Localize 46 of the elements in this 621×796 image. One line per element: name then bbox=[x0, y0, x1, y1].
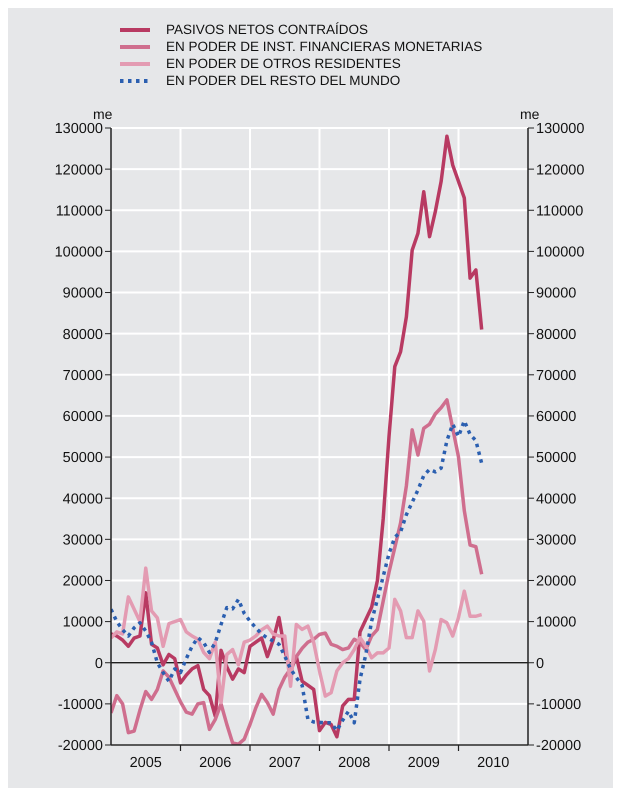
y-tick-label: 70000 bbox=[62, 368, 103, 384]
y-axis-title: me bbox=[93, 106, 112, 122]
y-tick-label: -20000 bbox=[58, 738, 103, 754]
legend-label: EN PODER DE OTROS RESIDENTES bbox=[166, 56, 401, 71]
x-tick-label: 2008 bbox=[338, 755, 370, 771]
y2-tick-label: 110000 bbox=[536, 203, 584, 220]
y-tick-label: 30000 bbox=[62, 532, 103, 548]
line-series bbox=[111, 134, 484, 739]
y2-tick-label: 100000 bbox=[536, 244, 584, 261]
x-tick-label: 2007 bbox=[268, 755, 301, 771]
legend-label: EN PODER DEL RESTO DEL MUNDO bbox=[166, 73, 400, 88]
y2-tick-label: 50000 bbox=[536, 450, 576, 466]
y2-tick-label: 70000 bbox=[536, 368, 576, 384]
y2-tick-label: 90000 bbox=[536, 286, 576, 302]
y2-tick-label: 130000 bbox=[536, 121, 584, 138]
y2-tick-label: -20000 bbox=[536, 738, 582, 754]
y-tick-label: 130000 bbox=[54, 121, 103, 138]
y-tick-label: 20000 bbox=[62, 574, 103, 590]
y-tick-label: 0 bbox=[94, 656, 103, 672]
legend-label: PASIVOS NETOS CONTRAÍDOS bbox=[166, 22, 368, 37]
y2-tick-label: 80000 bbox=[536, 326, 576, 343]
y-tick-label: 40000 bbox=[62, 491, 103, 508]
x-tick-label: 2006 bbox=[199, 755, 232, 771]
y2-tick-label: 10000 bbox=[536, 614, 576, 631]
y-tick-label: 120000 bbox=[54, 162, 103, 178]
line-series bbox=[111, 566, 484, 704]
y2-tick-label: 30000 bbox=[536, 532, 576, 548]
x-tick-label: 2009 bbox=[408, 755, 440, 771]
y2-tick-label: 0 bbox=[536, 656, 544, 672]
y-tick-label: 90000 bbox=[62, 286, 103, 302]
y-tick-label: 60000 bbox=[62, 409, 103, 426]
y2-tick-label: 60000 bbox=[536, 409, 576, 426]
legend-label: EN PODER DE INST. FINANCIERAS MONETARIAS bbox=[166, 39, 482, 54]
y2-tick-label: 40000 bbox=[536, 491, 576, 508]
y-tick-label: -10000 bbox=[58, 697, 103, 714]
y2-tick-label: 20000 bbox=[536, 574, 576, 590]
y-tick-label: 100000 bbox=[54, 244, 103, 261]
y2-axis-title: me bbox=[520, 106, 540, 122]
y-tick-label: 50000 bbox=[62, 450, 103, 466]
x-tick-label: 2005 bbox=[130, 755, 162, 771]
y2-tick-label: -10000 bbox=[536, 697, 582, 714]
y-tick-label: 110000 bbox=[56, 203, 103, 220]
y2-tick-label: 120000 bbox=[536, 162, 584, 178]
x-tick-label: 2010 bbox=[477, 755, 510, 771]
y-tick-label: 80000 bbox=[62, 326, 103, 343]
y-tick-label: 10000 bbox=[62, 614, 103, 631]
